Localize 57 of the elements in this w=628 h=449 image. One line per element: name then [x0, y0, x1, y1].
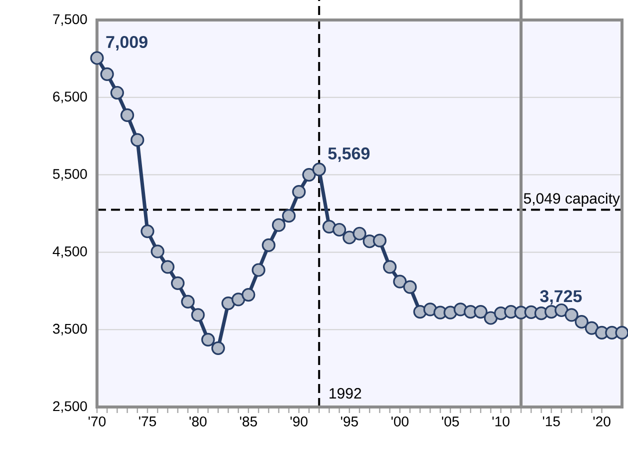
- point: [201, 332, 215, 346]
- point: [484, 311, 498, 325]
- point: [474, 304, 488, 319]
- point: [150, 244, 164, 258]
- x-tick-label: '05: [442, 416, 459, 426]
- point: [302, 168, 316, 182]
- x-tick-label: '20: [593, 416, 610, 426]
- point: [372, 234, 386, 248]
- ref-line-label: 5,049 capacity: [524, 192, 620, 207]
- annotation: 7,009: [106, 36, 148, 50]
- point: [564, 308, 578, 322]
- point: [262, 238, 276, 252]
- point: [232, 292, 246, 306]
- point: [90, 51, 104, 65]
- y-tick-label: 6,500: [53, 92, 87, 104]
- point: [242, 288, 256, 302]
- y-tick-label: 3,500: [52, 324, 87, 336]
- point: [100, 67, 114, 81]
- x-tick-label: '70: [88, 416, 106, 426]
- point: [393, 274, 407, 288]
- x-tick-label: '80: [190, 416, 207, 426]
- annotation: 3,725: [540, 290, 582, 305]
- point: [160, 260, 174, 274]
- annotation: 5,569: [328, 147, 370, 162]
- x-tick-label: '85: [240, 416, 257, 426]
- point: [110, 86, 124, 100]
- point: [272, 218, 286, 232]
- x-tick-label: '95: [340, 416, 358, 426]
- point: [170, 276, 185, 290]
- point: [584, 321, 599, 335]
- point: [292, 185, 306, 199]
- point: [382, 260, 397, 274]
- x-tick-label: '00: [391, 416, 408, 426]
- x-tick-label: '15: [542, 416, 560, 426]
- point: [221, 296, 236, 310]
- point: [252, 263, 266, 277]
- point: [574, 315, 588, 329]
- point: [342, 230, 356, 244]
- y-tick-label: 5,500: [53, 169, 87, 181]
- point: [282, 209, 296, 223]
- point: [403, 280, 417, 294]
- x-tick-label: '90: [290, 416, 308, 426]
- point: [312, 162, 326, 176]
- point: [352, 226, 366, 240]
- x-tick-label: '10: [492, 416, 510, 426]
- y-tick-label: 7,500: [53, 14, 87, 26]
- ref-line-label: 1992: [330, 388, 362, 399]
- point: [332, 222, 346, 237]
- y-tick-label: 2,500: [53, 401, 87, 413]
- point: [211, 341, 225, 355]
- y-tick-label: 4,500: [52, 246, 87, 258]
- x-tick-label: '75: [139, 416, 156, 426]
- point: [181, 294, 195, 309]
- point: [120, 108, 134, 122]
- point: [191, 308, 205, 322]
- point: [130, 133, 144, 147]
- point: [140, 224, 154, 238]
